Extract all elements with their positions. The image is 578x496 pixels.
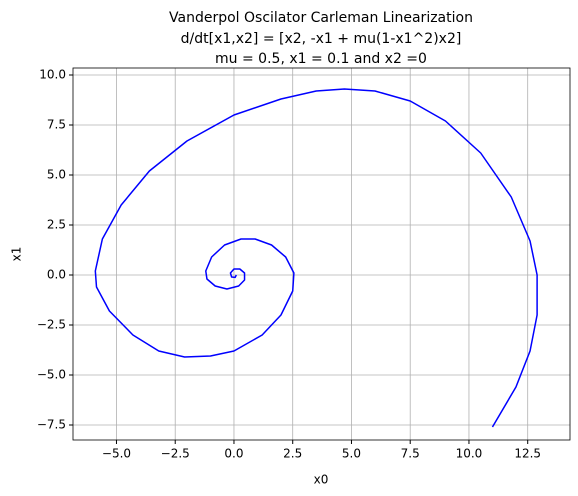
plot-frame bbox=[72, 67, 571, 441]
y-tick-label: 2.5 bbox=[47, 218, 66, 232]
x-tick-label: −5.0 bbox=[102, 447, 131, 461]
x-tick-label: 5.0 bbox=[342, 447, 361, 461]
x-tick-label: 2.5 bbox=[283, 447, 302, 461]
chart-title: Vanderpol Oscilator Carleman Linearizati… bbox=[169, 10, 473, 26]
y-tick-label: −5.0 bbox=[37, 368, 66, 382]
y-tick-label: 10.0 bbox=[39, 68, 66, 82]
x-tick-label: 12.5 bbox=[514, 447, 541, 461]
y-tick-label: 5.0 bbox=[47, 168, 66, 182]
chart-subtitle: mu = 0.5, x1 = 0.1 and x2 =0 bbox=[215, 51, 427, 67]
y-tick-label: 0.0 bbox=[47, 268, 66, 282]
x-tick-label: −2.5 bbox=[161, 447, 190, 461]
x-tick-label: 7.5 bbox=[401, 447, 420, 461]
x-tick-label: 0.0 bbox=[224, 447, 243, 461]
data-line bbox=[94, 88, 538, 428]
x-tick-label: 10.0 bbox=[456, 447, 483, 461]
y-tick-label: −7.5 bbox=[37, 418, 66, 432]
y-tick-label: −2.5 bbox=[37, 318, 66, 332]
y-tick-label: 7.5 bbox=[47, 118, 66, 132]
chart-subtitle: d/dt[x1,x2] = [x2, -x1 + mu(1-x1^2)x2] bbox=[181, 31, 462, 47]
x-axis-label: x0 bbox=[314, 473, 329, 487]
y-axis-label: x1 bbox=[10, 247, 24, 262]
